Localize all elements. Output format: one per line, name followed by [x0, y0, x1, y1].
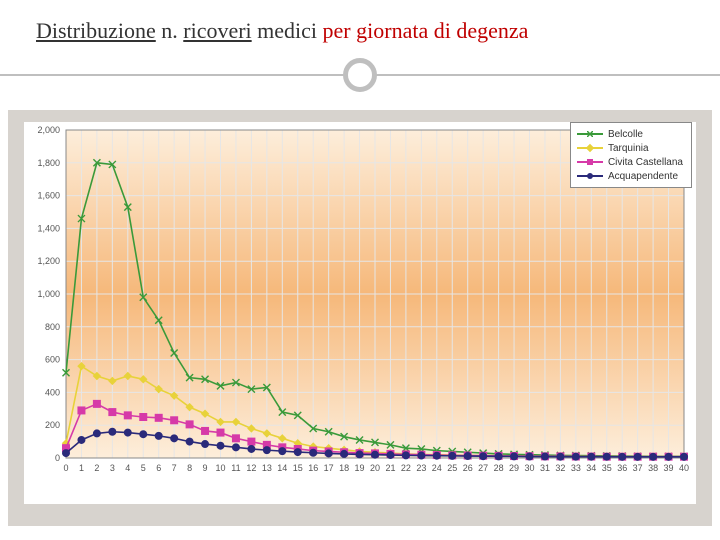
svg-text:33: 33	[571, 463, 581, 473]
title-part: Distribuzione	[36, 18, 156, 43]
title-part: medici	[252, 18, 323, 43]
svg-text:6: 6	[156, 463, 161, 473]
title-part: n.	[156, 18, 184, 43]
svg-text:7: 7	[172, 463, 177, 473]
svg-text:1,600: 1,600	[37, 191, 60, 201]
svg-text:31: 31	[540, 463, 550, 473]
svg-text:10: 10	[215, 463, 225, 473]
svg-text:15: 15	[293, 463, 303, 473]
legend-label: Civita Castellana	[608, 157, 683, 168]
svg-text:1,400: 1,400	[37, 223, 60, 233]
svg-text:17: 17	[324, 463, 334, 473]
svg-text:18: 18	[339, 463, 349, 473]
svg-text:400: 400	[45, 387, 60, 397]
svg-text:22: 22	[401, 463, 411, 473]
svg-text:25: 25	[447, 463, 457, 473]
ring-icon	[343, 58, 377, 92]
legend-item: Civita Castellana	[577, 155, 683, 169]
title-part: per giornata di degenza	[323, 18, 529, 43]
legend-label: Acquapendente	[608, 171, 678, 182]
svg-text:21: 21	[385, 463, 395, 473]
legend-item: Belcolle	[577, 127, 683, 141]
svg-text:0: 0	[63, 463, 68, 473]
svg-text:38: 38	[648, 463, 658, 473]
svg-text:36: 36	[617, 463, 627, 473]
svg-text:3: 3	[110, 463, 115, 473]
chart-inner: 02004006008001,0001,2001,4001,6001,8002,…	[24, 122, 696, 504]
svg-text:9: 9	[203, 463, 208, 473]
svg-text:5: 5	[141, 463, 146, 473]
svg-text:40: 40	[679, 463, 689, 473]
svg-text:13: 13	[262, 463, 272, 473]
svg-text:30: 30	[524, 463, 534, 473]
svg-text:27: 27	[478, 463, 488, 473]
legend-item: Acquapendente	[577, 169, 683, 183]
title-region: Distribuzione n. ricoveri medici per gio…	[0, 0, 720, 54]
legend: Belcolle Tarquinia Civita Castellana Acquap…	[570, 122, 692, 188]
svg-text:29: 29	[509, 463, 519, 473]
svg-text:20: 20	[370, 463, 380, 473]
svg-text:32: 32	[555, 463, 565, 473]
svg-text:14: 14	[277, 463, 287, 473]
svg-text:800: 800	[45, 322, 60, 332]
legend-label: Tarquinia	[608, 143, 649, 154]
chart-panel: 02004006008001,0001,2001,4001,6001,8002,…	[8, 110, 712, 526]
svg-text:1,200: 1,200	[37, 256, 60, 266]
svg-text:11: 11	[231, 463, 240, 473]
svg-text:1,000: 1,000	[37, 289, 60, 299]
svg-text:28: 28	[494, 463, 504, 473]
divider	[0, 58, 720, 92]
svg-text:35: 35	[602, 463, 612, 473]
svg-text:34: 34	[586, 463, 596, 473]
slide: Distribuzione n. ricoveri medici per gio…	[0, 0, 720, 540]
svg-text:24: 24	[432, 463, 442, 473]
svg-text:1: 1	[79, 463, 84, 473]
slide-title: Distribuzione n. ricoveri medici per gio…	[36, 18, 684, 44]
svg-text:16: 16	[308, 463, 318, 473]
svg-text:200: 200	[45, 420, 60, 430]
svg-text:4: 4	[125, 463, 130, 473]
svg-text:600: 600	[45, 355, 60, 365]
svg-text:37: 37	[633, 463, 643, 473]
svg-text:23: 23	[416, 463, 426, 473]
svg-text:1,800: 1,800	[37, 158, 60, 168]
svg-text:2: 2	[94, 463, 99, 473]
svg-text:26: 26	[463, 463, 473, 473]
legend-item: Tarquinia	[577, 141, 683, 155]
legend-label: Belcolle	[608, 129, 643, 140]
svg-text:0: 0	[55, 453, 60, 463]
svg-text:8: 8	[187, 463, 192, 473]
svg-text:12: 12	[246, 463, 256, 473]
svg-text:39: 39	[664, 463, 674, 473]
svg-text:2,000: 2,000	[37, 125, 60, 135]
svg-text:19: 19	[355, 463, 365, 473]
title-part: ricoveri	[183, 18, 251, 43]
